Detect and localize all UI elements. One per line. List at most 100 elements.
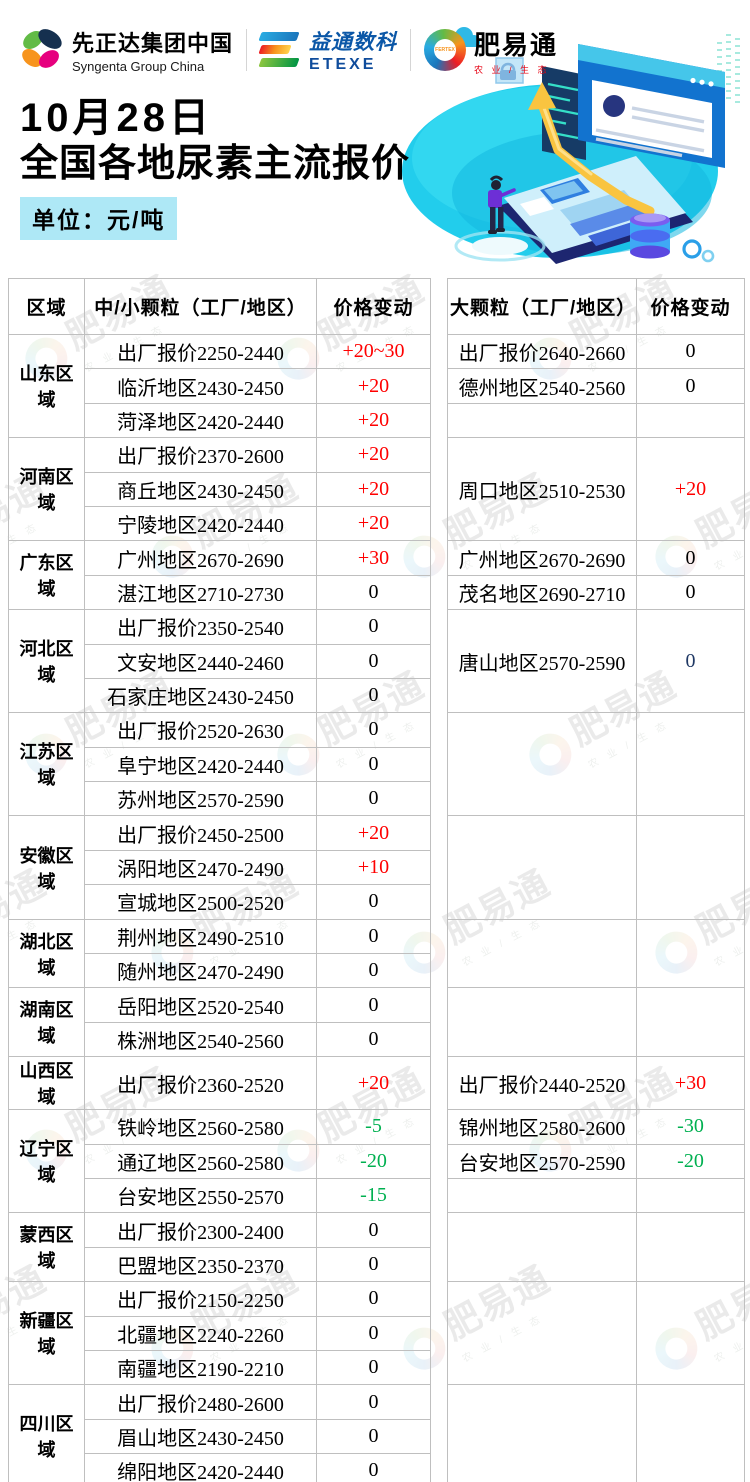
change-small-cell: 0 bbox=[316, 1349, 431, 1386]
quote-small-cell: 出厂报价2360-2520 bbox=[84, 1056, 317, 1111]
quote-small-cell: 湛江地区2710-2730 bbox=[84, 574, 317, 611]
table-gap bbox=[431, 988, 448, 1022]
change-small-cell: 0 bbox=[316, 1212, 431, 1248]
table-gap bbox=[431, 1316, 448, 1350]
table-gap bbox=[431, 1110, 448, 1144]
table-row: 山东区域 出厂报价2250-2440 +20~30 出厂报价2640-2660 0 bbox=[8, 333, 745, 439]
quote-small-cell: 菏泽地区2420-2440 bbox=[84, 402, 317, 439]
table-row: 株洲地区2540-2560 0 bbox=[9, 1021, 745, 1058]
quote-small-cell: 出厂报价2370-2600 bbox=[84, 437, 317, 473]
table-gap bbox=[431, 369, 448, 403]
etexe-e-icon bbox=[258, 30, 300, 70]
col-header-region: 区域 bbox=[8, 278, 85, 335]
table-gap bbox=[431, 1057, 448, 1110]
quote-large-cell: 台安地区2570-2590 bbox=[447, 1143, 637, 1179]
quote-small-cell: 临沂地区2430-2450 bbox=[84, 368, 317, 404]
title-main: 全国各地尿素主流报价 bbox=[20, 143, 411, 185]
quote-small-cell: 出厂报价2250-2440 bbox=[84, 333, 317, 370]
change-small-cell: 0 bbox=[316, 574, 431, 611]
quote-small-cell: 宁陵地区2420-2440 bbox=[84, 505, 317, 542]
table-row: 安徽区域 出厂报价2450-2500 +20 bbox=[8, 815, 745, 920]
table-row: 涡阳地区2470-2490 +10 bbox=[9, 849, 745, 886]
quote-small-cell: 出厂报价2520-2630 bbox=[84, 712, 317, 748]
change-large-cell bbox=[636, 987, 745, 1058]
change-small-cell: +20 bbox=[316, 402, 431, 439]
quote-large-cell bbox=[447, 712, 637, 817]
quote-large-cell: 德州地区2540-2560 bbox=[447, 368, 637, 404]
fertex-mark: FERTEX bbox=[435, 47, 455, 53]
table-gap bbox=[431, 610, 448, 644]
region-cell: 河北区域 bbox=[8, 609, 85, 714]
quote-small-cell: 荆州地区2490-2510 bbox=[84, 918, 317, 955]
region-cell: 蒙西区域 bbox=[8, 1212, 85, 1283]
table-row: 随州地区2470-2490 0 bbox=[9, 953, 745, 989]
table-gap bbox=[431, 1178, 448, 1212]
quote-small-cell: 台安地区2550-2570 bbox=[84, 1177, 317, 1214]
quote-small-cell: 出厂报价2300-2400 bbox=[84, 1212, 317, 1248]
table-gap bbox=[431, 1247, 448, 1281]
change-small-cell: -15 bbox=[316, 1177, 431, 1214]
region-cell: 辽宁区域 bbox=[8, 1109, 85, 1214]
table-gap bbox=[431, 678, 448, 712]
table-gap bbox=[431, 747, 448, 781]
table-row: 南疆地区2190-2210 0 bbox=[9, 1349, 745, 1386]
feiyitong-text: 肥易通 农 业 / 生 态 bbox=[474, 25, 558, 76]
change-small-cell: +20 bbox=[316, 437, 431, 473]
change-small-cell: 0 bbox=[316, 609, 431, 645]
quote-large-cell bbox=[447, 918, 637, 989]
table-row: 四川区域 出厂报价2480-2600 0 bbox=[8, 1384, 745, 1482]
title-date: 10月28日 bbox=[20, 96, 213, 140]
change-large-cell bbox=[636, 402, 745, 439]
region-cell: 湖北区域 bbox=[8, 918, 85, 989]
change-small-cell: 0 bbox=[316, 987, 431, 1023]
table-gap bbox=[431, 1022, 448, 1056]
table-gap bbox=[431, 1385, 448, 1419]
price-table: 区域 中/小颗粒（工厂/地区） 价格变动 大颗粒（工厂/地区） 价格变动 山东区域 出厂报价… bbox=[8, 278, 745, 1482]
col-header-change: 价格变动 bbox=[636, 278, 745, 335]
feiyitong-swirl-icon: FERTEX bbox=[424, 29, 467, 71]
quote-small-cell: 铁岭地区2560-2580 bbox=[84, 1109, 317, 1145]
quote-large-cell bbox=[447, 1384, 637, 1482]
table-row: 河南区域 出厂报价2370-2600 +20 周口地区2510-2530 +20 bbox=[8, 437, 745, 542]
quote-small-cell: 商丘地区2430-2450 bbox=[84, 471, 317, 507]
table-gap bbox=[431, 506, 448, 540]
quote-large-cell bbox=[447, 402, 637, 439]
table-row: 通辽地区2560-2580 -20 台安地区2570-2590 -20 bbox=[9, 1143, 745, 1179]
table-gap bbox=[431, 335, 448, 369]
quote-large-cell: 茂名地区2690-2710 bbox=[447, 574, 637, 611]
quote-small-cell: 北疆地区2240-2260 bbox=[84, 1315, 317, 1351]
change-small-cell: 0 bbox=[316, 746, 431, 783]
hero-illustration bbox=[402, 27, 740, 264]
table-row: 江苏区域 出厂报价2520-2630 0 bbox=[8, 712, 745, 817]
table-gap bbox=[431, 1454, 448, 1482]
table-gap bbox=[431, 279, 448, 335]
table-row: 台安地区2550-2570 -15 bbox=[9, 1177, 745, 1214]
database-icon bbox=[630, 213, 670, 259]
change-large-cell: 0 bbox=[636, 540, 745, 576]
table-gap bbox=[431, 919, 448, 953]
region-cell: 山东区域 bbox=[8, 333, 85, 439]
change-large-cell: -30 bbox=[636, 1109, 745, 1145]
quote-large-cell bbox=[447, 987, 637, 1058]
unit-badge: 单位：元/吨 bbox=[20, 197, 178, 240]
table-row: 蒙西区域 出厂报价2300-2400 0 bbox=[8, 1212, 745, 1283]
table-row: 苏州地区2570-2590 0 bbox=[9, 781, 745, 817]
table-gap bbox=[431, 816, 448, 850]
quote-small-cell: 石家庄地区2430-2450 bbox=[84, 677, 317, 714]
change-small-cell: 0 bbox=[316, 884, 431, 920]
region-cell: 山西区域 bbox=[8, 1056, 85, 1111]
quote-large-cell: 周口地区2510-2530 bbox=[447, 437, 637, 542]
quote-small-cell: 文安地区2440-2460 bbox=[84, 643, 317, 679]
change-large-cell bbox=[636, 1212, 745, 1283]
etexe-name-cn: 益通数科 bbox=[309, 31, 398, 54]
change-large-cell bbox=[636, 918, 745, 989]
etexe-name-en: ETEXE bbox=[309, 56, 377, 73]
quote-small-cell: 通辽地区2560-2580 bbox=[84, 1143, 317, 1179]
table-row: 辽宁区域 铁岭地区2560-2580 -5 锦州地区2580-2600 -30 bbox=[8, 1109, 745, 1214]
change-large-cell: 0 bbox=[636, 609, 745, 714]
page-title: 10月28日 全国各地尿素主流报价 bbox=[20, 94, 410, 188]
change-small-cell: +20~30 bbox=[316, 333, 431, 370]
change-large-cell: 0 bbox=[636, 333, 745, 370]
quote-large-cell: 锦州地区2580-2600 bbox=[447, 1109, 637, 1145]
